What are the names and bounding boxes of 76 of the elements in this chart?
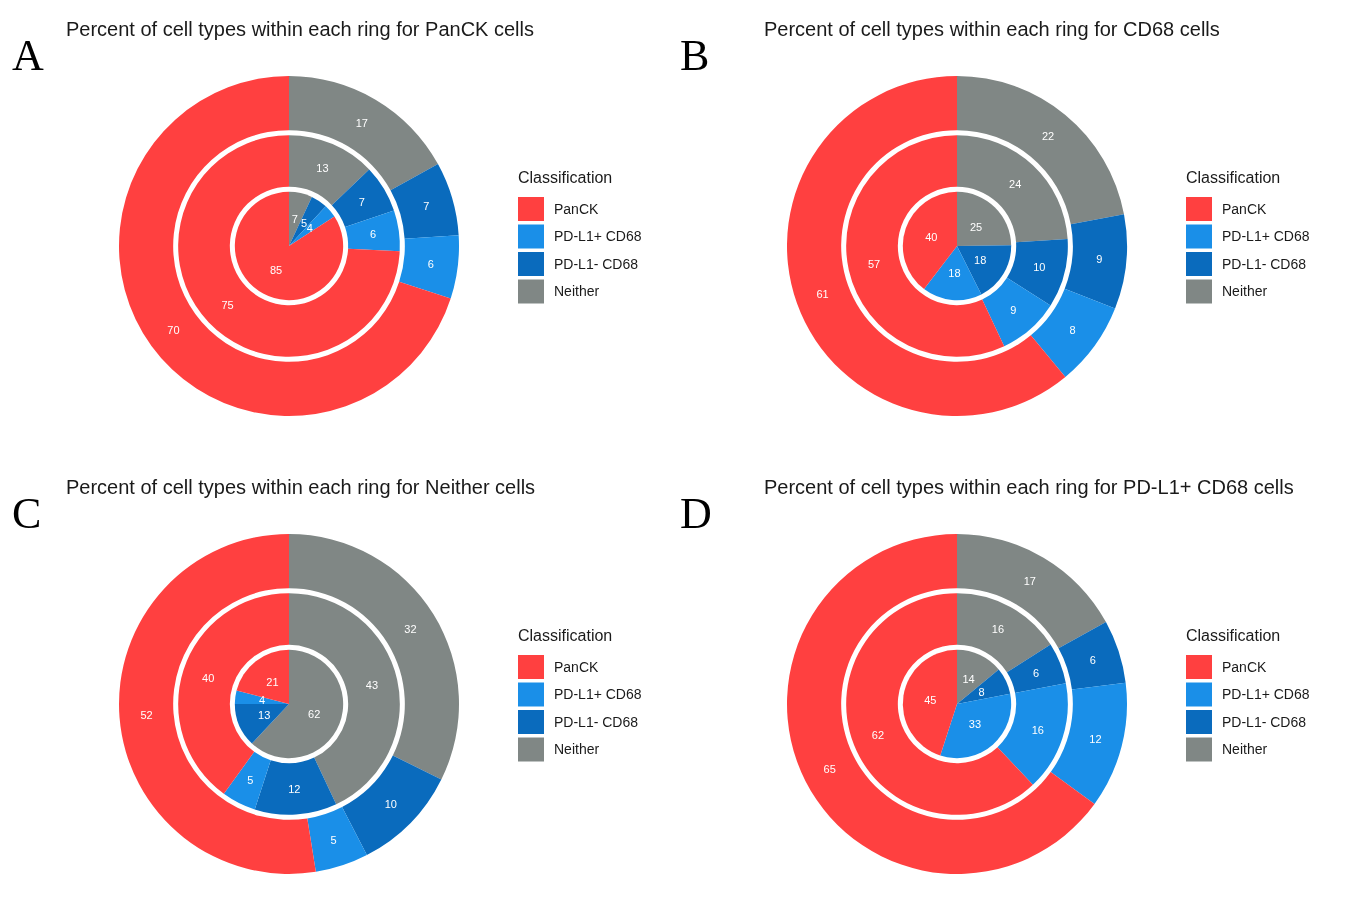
- data-label: 24: [1009, 177, 1022, 190]
- data-label: 62: [871, 729, 885, 742]
- legend-label: PD-L1- CD68: [1222, 255, 1307, 272]
- data-label: 57: [867, 258, 881, 271]
- data-label: 7: [423, 199, 430, 212]
- legend-label: Neither: [1222, 283, 1268, 300]
- text: C: [12, 489, 42, 538]
- data-label: 10: [1033, 260, 1046, 273]
- data-label: 4: [259, 694, 266, 707]
- legend-label: PanCK: [1222, 658, 1268, 675]
- data-label: 40: [925, 231, 938, 244]
- data-label: 6: [1089, 653, 1096, 666]
- legend-label: Neither: [554, 741, 600, 758]
- data-label: 16: [1031, 724, 1044, 737]
- data-label: 40: [202, 671, 215, 684]
- data-label: 4: [306, 222, 313, 235]
- data-label: 7: [358, 195, 365, 208]
- data-label: 10: [384, 798, 397, 811]
- data-label: 65: [823, 762, 836, 775]
- data-label: 12: [288, 782, 301, 795]
- legend-label: PanCK: [1222, 200, 1268, 217]
- data-label: 25: [969, 220, 983, 233]
- data-label: 62: [308, 707, 321, 720]
- data-label: 7: [291, 213, 298, 226]
- data-label: 85: [269, 263, 283, 276]
- legend-label: Neither: [1222, 741, 1268, 758]
- data-label: 5: [330, 833, 337, 846]
- data-label: 43: [365, 679, 379, 692]
- data-label: 18: [948, 266, 961, 279]
- data-label: 61: [816, 288, 829, 301]
- data-label: 70: [167, 323, 180, 336]
- data-label: 17: [355, 116, 368, 129]
- data-label: 12: [1089, 733, 1102, 746]
- data-label: 13: [316, 161, 329, 174]
- legend-title: Classification: [518, 627, 613, 644]
- legend-title: Classification: [1186, 169, 1281, 186]
- data-label: 75: [221, 298, 234, 311]
- text: B: [680, 31, 710, 80]
- legend-label: PD-L1+ CD68: [554, 686, 642, 703]
- data-label: 9: [1096, 253, 1103, 266]
- legend-label: PD-L1- CD68: [1222, 713, 1307, 730]
- data-label: 6: [1032, 666, 1040, 679]
- data-label: 6: [370, 227, 377, 240]
- chart-title: Percent of cell types within each ring for Neither cells: [66, 476, 536, 498]
- data-label: 18: [974, 253, 987, 266]
- chart-title: Percent of cell types within each ring for PanCK cells: [66, 18, 534, 40]
- data-label: 5: [301, 217, 308, 230]
- data-label: 16: [991, 623, 1005, 636]
- legend-label: PD-L1- CD68: [554, 255, 639, 272]
- data-label: 6: [427, 257, 434, 270]
- data-label: 21: [266, 676, 279, 689]
- data-label: 8: [1069, 323, 1076, 336]
- chart-title: Percent of cell types within each ring for CD68 cells: [764, 18, 1220, 40]
- data-label: 14: [962, 673, 975, 686]
- data-label: 8: [978, 686, 985, 699]
- chart-title: Percent of cell types within each ring for PD-L1+ CD68 cells: [764, 476, 1294, 498]
- text: D: [680, 489, 712, 538]
- legend-label: PanCK: [554, 658, 600, 675]
- data-label: 45: [924, 693, 937, 706]
- data-label: 17: [1023, 574, 1036, 587]
- data-label: 13: [258, 708, 271, 721]
- data-label: 52: [140, 709, 153, 722]
- legend-label: PD-L1- CD68: [554, 713, 639, 730]
- data-label: 32: [404, 622, 417, 635]
- text: A: [12, 31, 44, 80]
- legend-label: PD-L1+ CD68: [1222, 686, 1310, 703]
- legend-label: PanCK: [554, 200, 600, 217]
- legend-title: Classification: [1186, 627, 1281, 644]
- data-label: 33: [968, 718, 982, 731]
- legend-title: Classification: [518, 169, 613, 186]
- data-label: 5: [247, 773, 254, 786]
- legend-label: PD-L1+ CD68: [554, 228, 642, 245]
- legend-label: Neither: [554, 283, 600, 300]
- legend-label: PD-L1+ CD68: [1222, 228, 1310, 245]
- data-label: 22: [1041, 129, 1055, 142]
- data-label: 9: [1010, 303, 1017, 316]
